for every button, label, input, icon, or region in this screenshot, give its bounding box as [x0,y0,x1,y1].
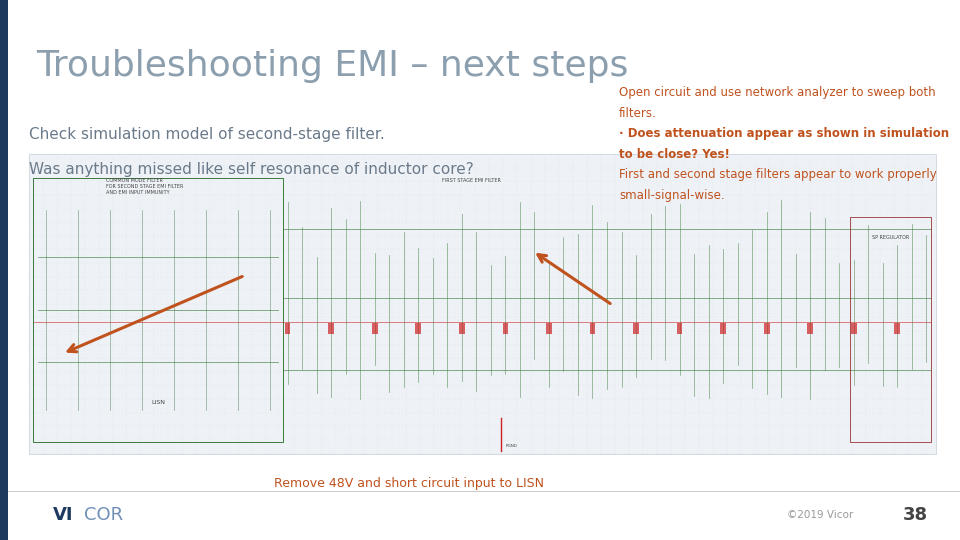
Text: LISN: LISN [151,400,165,404]
Bar [764,323,770,334]
Text: Check simulation model of second-stage filter.: Check simulation model of second-stage f… [29,127,385,142]
Text: SP REGULATOR: SP REGULATOR [872,235,909,240]
Bar [34,178,283,442]
Text: COMMON MODE FILTER
FOR SECOND STAGE EMI FILTER
AND EMI INPUT IMMUNITY: COMMON MODE FILTER FOR SECOND STAGE EMI … [106,178,183,195]
Text: small-signal-wise.: small-signal-wise. [619,189,725,202]
Bar [416,323,421,334]
Bar [720,323,726,334]
Bar [850,217,931,442]
Bar [546,323,552,334]
Bar [502,323,508,334]
Text: PGND: PGND [505,444,517,448]
Text: COR: COR [84,505,123,524]
Text: FIRST STAGE EMI FILTER: FIRST STAGE EMI FILTER [442,178,500,183]
Text: · Does attenuation appear as shown in simulation: · Does attenuation appear as shown in si… [619,127,949,140]
Text: Remove 48V and short circuit input to LISN: Remove 48V and short circuit input to LI… [274,477,543,490]
Bar [459,323,465,334]
Bar [895,323,900,334]
Bar [807,323,813,334]
Text: to be close? Yes!: to be close? Yes! [619,148,730,161]
Text: Open circuit and use network analyzer to sweep both: Open circuit and use network analyzer to… [619,86,936,99]
Bar [328,323,334,334]
Bar [285,323,291,334]
Text: filters.: filters. [619,107,657,120]
Text: ©2019 Vicor: ©2019 Vicor [787,510,853,519]
Bar [372,323,377,334]
Bar [589,323,595,334]
Bar [677,323,683,334]
Bar [0,0,8,540]
Bar [634,323,639,334]
Text: VI: VI [53,505,73,524]
Bar [851,323,856,334]
Text: First and second stage filters appear to work properly: First and second stage filters appear to… [619,168,937,181]
Bar [29,154,936,454]
Text: 38: 38 [902,505,927,524]
Text: Troubleshooting EMI – next steps: Troubleshooting EMI – next steps [36,49,629,83]
Text: Was anything missed like self resonance of inductor core?: Was anything missed like self resonance … [29,162,473,177]
